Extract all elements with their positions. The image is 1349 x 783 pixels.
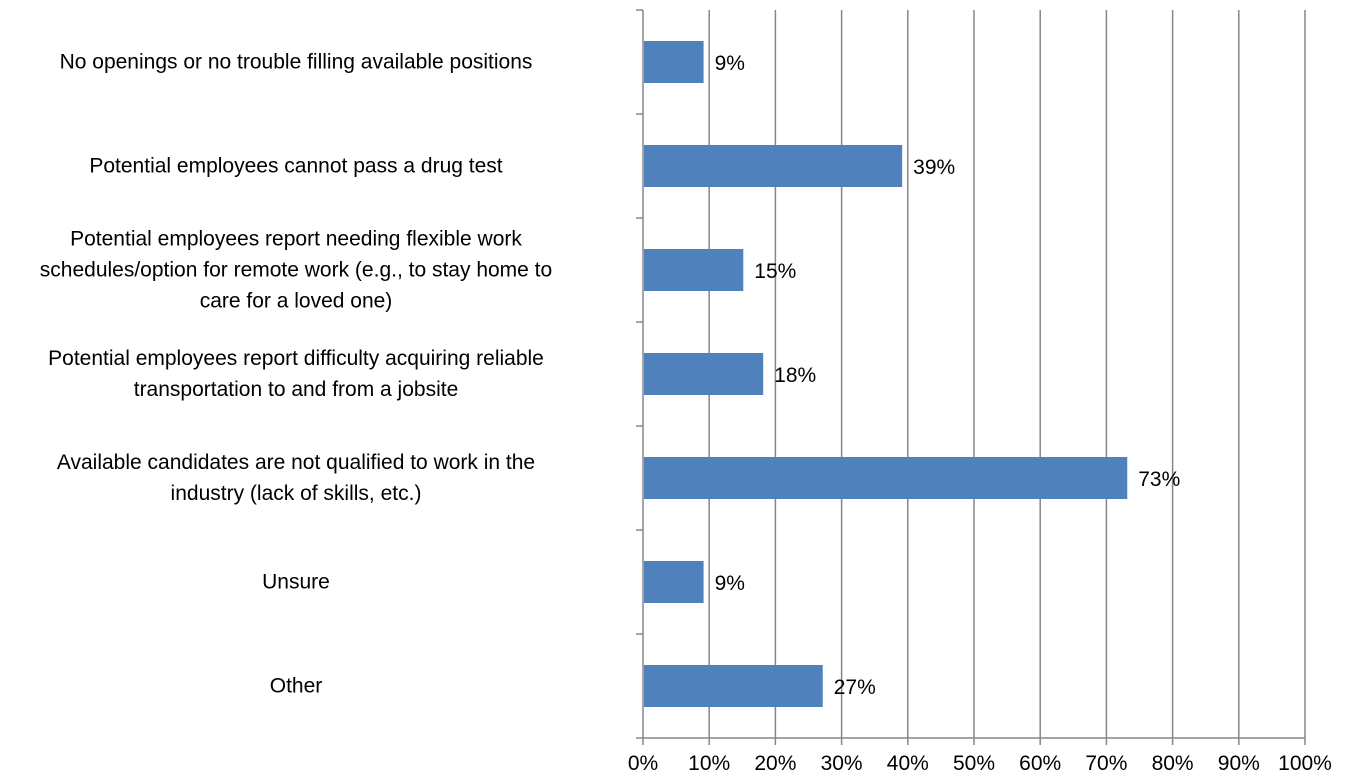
x-tick-label: 40%: [887, 752, 929, 775]
bar: [644, 457, 1128, 499]
data-label: 15%: [754, 260, 796, 283]
x-tick-label: 100%: [1278, 752, 1332, 775]
data-label: 9%: [715, 572, 745, 595]
data-label: 9%: [715, 52, 745, 75]
category-label-line: Potential employees report difficulty ac…: [48, 347, 544, 370]
bar: [644, 353, 764, 395]
x-tick-label: 50%: [953, 752, 995, 775]
bar: [644, 41, 704, 83]
x-tick-label: 20%: [754, 752, 796, 775]
gridlines: [708, 10, 1306, 738]
axes: [636, 9, 1306, 745]
x-tick-label: 0%: [628, 752, 658, 775]
data-label: 39%: [913, 156, 955, 179]
bar: [644, 561, 704, 603]
category-label: Potential employees report needing flexi…: [0, 224, 616, 317]
x-tick-label: 30%: [821, 752, 863, 775]
bars: [644, 41, 1128, 707]
category-label: Other: [0, 671, 616, 702]
category-label-line: industry (lack of skills, etc.): [170, 482, 422, 505]
category-label: Available candidates are not qualified t…: [0, 447, 616, 509]
bar: [644, 665, 823, 707]
data-label: 27%: [834, 676, 876, 699]
category-label: Potential employees report difficulty ac…: [0, 343, 616, 405]
category-label-line: Unsure: [262, 570, 330, 594]
category-label-line: schedules/option for remote work (e.g., …: [39, 258, 553, 282]
data-label: 18%: [774, 364, 816, 387]
x-tick-labels: 0% 10% 20% 30% 40% 50% 60% 70% 80% 90% 100%: [628, 752, 1332, 775]
category-label-line: Other: [269, 674, 323, 698]
data-labels: 9% 39% 15% 18% 73% 9% 27%: [715, 52, 1181, 699]
category-label-line: transportation to and from a jobsite: [133, 378, 459, 401]
x-tick-label: 60%: [1019, 752, 1061, 775]
data-label: 73%: [1138, 468, 1180, 491]
category-label-line: care for a loved one): [199, 289, 393, 313]
x-tick-label: 10%: [688, 752, 730, 775]
category-label: Potential employees cannot pass a drug t…: [0, 151, 616, 182]
category-label-line: Potential employees cannot pass a drug t…: [89, 154, 503, 178]
category-label-line: Available candidates are not qualified t…: [56, 451, 536, 474]
category-label: No openings or no trouble filling availa…: [0, 47, 616, 78]
x-tick-label: 70%: [1085, 752, 1127, 775]
x-tick-label: 80%: [1152, 752, 1194, 775]
bar: [644, 249, 744, 291]
x-tick-label: 90%: [1218, 752, 1260, 775]
category-label-line: Potential employees report needing flexi…: [70, 227, 522, 251]
category-label: Unsure: [0, 567, 616, 598]
bar: [644, 145, 903, 187]
category-label-line: No openings or no trouble filling availa…: [59, 50, 533, 74]
